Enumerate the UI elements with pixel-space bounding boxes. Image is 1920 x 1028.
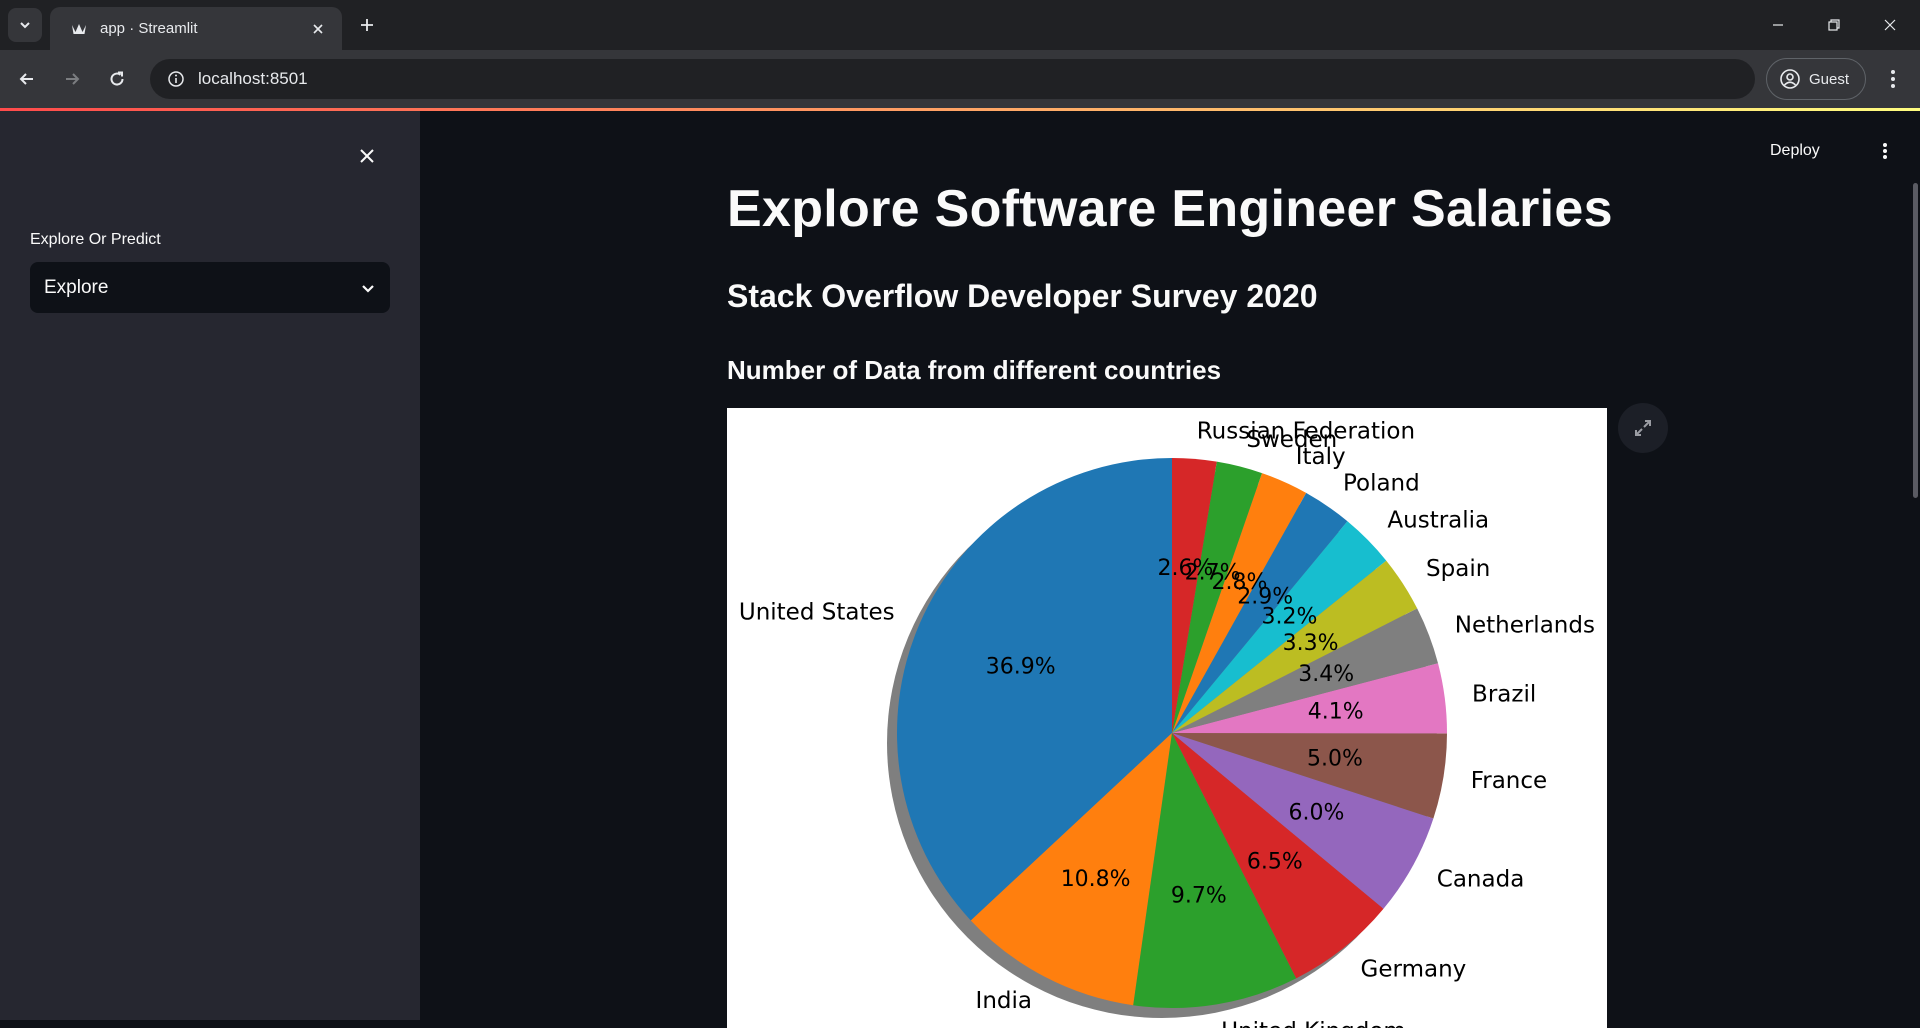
pie-label-germany: Germany (1361, 957, 1467, 983)
page-title: Explore Software Engineer Salaries (727, 180, 1613, 238)
window-close-button[interactable] (1862, 0, 1918, 50)
restore-icon (1828, 19, 1840, 31)
header-decoration-bar (0, 108, 1920, 111)
browser-menu-button[interactable] (1876, 62, 1910, 96)
pie-slice-spain (1172, 560, 1418, 733)
pie-slice-canada (1172, 733, 1434, 909)
pie-label-poland: Poland (1343, 470, 1420, 496)
pie-pct-label-italy: 2.8% (1212, 570, 1268, 595)
pie-slice-netherlands (1172, 608, 1439, 733)
streamlit-crown-icon (70, 20, 88, 38)
minimize-button[interactable] (1750, 0, 1806, 50)
browser-tab[interactable]: app · Streamlit (50, 7, 342, 50)
pie-label-brazil: Brazil (1472, 682, 1536, 708)
pie-slice-united-states (897, 458, 1172, 921)
plus-icon (361, 19, 373, 31)
restore-button[interactable] (1806, 0, 1862, 50)
pie-pct-label-russian-federation: 2.6% (1158, 556, 1214, 581)
profile-button[interactable]: Guest (1766, 58, 1866, 100)
browser-tabstrip: app · Streamlit (0, 0, 1920, 50)
expand-icon (1635, 420, 1651, 436)
sidebar-close-button[interactable] (350, 139, 384, 173)
pie-pct-label-sweden: 2.7% (1185, 561, 1241, 586)
scrollbar[interactable] (1913, 183, 1918, 498)
profile-label: Guest (1809, 70, 1850, 88)
pie-pct-label-united-kingdom: 9.7% (1171, 883, 1227, 908)
close-icon (313, 23, 323, 34)
pie-pct-label-netherlands: 3.4% (1298, 662, 1354, 687)
main-menu-button[interactable] (1870, 136, 1900, 166)
pie-pct-label-poland: 2.9% (1237, 584, 1293, 609)
new-tab-button[interactable] (352, 10, 382, 40)
select-value: Explore (44, 276, 109, 298)
pie-slice-sweden (1172, 461, 1262, 733)
page-subtitle: Stack Overflow Developer Survey 2020 (727, 278, 1318, 314)
reload-icon (110, 71, 124, 86)
pie-label-spain: Spain (1426, 556, 1490, 582)
pie-label-india: India (976, 988, 1032, 1014)
pie-label-netherlands: Netherlands (1455, 613, 1595, 639)
browser-toolbar: localhost:8501 Guest (0, 50, 1920, 108)
tab-title: app · Streamlit (100, 20, 198, 37)
select-label: Explore Or Predict (30, 231, 161, 248)
pie-label-australia: Australia (1387, 508, 1489, 534)
pie-slice-germany (1172, 733, 1384, 979)
chevron-down-icon (362, 284, 374, 293)
minimize-icon (1773, 24, 1783, 26)
chevron-down-icon (20, 22, 30, 29)
pie-slice-italy (1172, 473, 1307, 733)
pie-label-italy: Italy (1296, 444, 1346, 470)
pie-label-russian-federation: Russian Federation (1197, 419, 1415, 445)
pie-pct-label-germany: 6.5% (1247, 850, 1303, 875)
pie-slice-poland (1172, 492, 1348, 733)
site-info-icon[interactable] (164, 67, 188, 91)
user-icon (1780, 69, 1800, 89)
arrow-left-icon (19, 73, 33, 85)
pie-label-france: France (1471, 768, 1547, 794)
main-content: Deploy Explore Software Engineer Salarie… (420, 111, 1920, 1028)
pie-pct-label-brazil: 4.1% (1308, 700, 1364, 725)
back-button[interactable] (10, 62, 44, 96)
tab-close-button[interactable] (306, 17, 330, 41)
tab-search-button[interactable] (8, 8, 42, 42)
arrow-right-icon (66, 73, 80, 85)
fullscreen-button[interactable] (1618, 403, 1668, 453)
pie-slice-united-kingdom (1133, 733, 1297, 1008)
pie-slice-russian-federation (1172, 458, 1217, 733)
pie-label-canada: Canada (1437, 866, 1525, 892)
more-vertical-icon (1883, 143, 1887, 159)
forward-button[interactable] (55, 62, 89, 96)
pie-pct-label-india: 10.8% (1061, 867, 1131, 892)
close-icon (360, 149, 374, 163)
pie-pct-label-spain: 3.3% (1283, 631, 1339, 656)
pie-label-united-states: United States (739, 599, 895, 625)
pie-slice-brazil (1172, 663, 1447, 734)
reload-button[interactable] (100, 62, 134, 96)
pie-label-sweden: Sweden (1246, 427, 1337, 453)
url-text: localhost:8501 (198, 69, 308, 88)
pie-pct-label-canada: 6.0% (1288, 800, 1344, 825)
pie-pct-label-france: 5.0% (1307, 747, 1363, 772)
section-title: Number of Data from different countries (727, 355, 1222, 385)
close-icon (1884, 19, 1896, 31)
sidebar: Explore Or Predict Explore (0, 111, 420, 1020)
pie-pct-label-united-states: 36.9% (986, 655, 1056, 680)
pie-pct-label-australia: 3.2% (1262, 605, 1318, 630)
pie-slice-australia (1172, 521, 1387, 733)
deploy-button[interactable]: Deploy (1770, 142, 1820, 159)
pie-slice-france (1172, 733, 1447, 819)
address-bar[interactable]: localhost:8501 (150, 59, 1755, 99)
more-vertical-icon (1891, 70, 1895, 88)
explore-predict-select[interactable]: Explore (30, 262, 390, 313)
pie-slice-india (970, 733, 1172, 1006)
